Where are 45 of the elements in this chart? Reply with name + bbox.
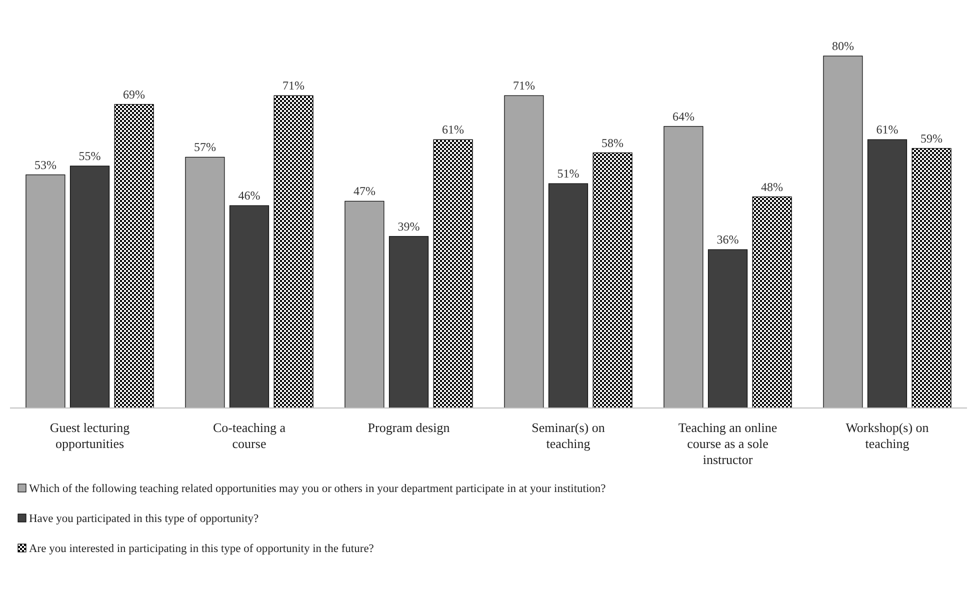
- data-label: 53%: [34, 158, 56, 172]
- bar: [504, 95, 544, 408]
- bar: [229, 205, 270, 408]
- data-label: 61%: [442, 122, 464, 137]
- bar: [592, 152, 632, 408]
- x-tick-label: Seminar(s) on teaching: [532, 420, 606, 451]
- data-label: 61%: [876, 122, 898, 137]
- bar: [70, 166, 110, 408]
- x-tick-label: Co-teaching a course: [212, 420, 286, 451]
- bar: [344, 200, 384, 408]
- bar: [26, 174, 66, 408]
- legend-label: Have you participated in this type of opportunity?: [29, 513, 259, 525]
- data-label: 80%: [832, 39, 854, 53]
- data-label: 69%: [123, 87, 146, 102]
- bar: [185, 156, 225, 408]
- legend-label: Are you interested in participating in this type of opportunity in the future?: [29, 543, 374, 555]
- bar: [867, 139, 908, 408]
- x-tick-label: Teaching an online course as a sole instructor: [678, 420, 778, 467]
- bar: [912, 148, 952, 408]
- bar: [114, 104, 154, 408]
- data-label: 39%: [398, 219, 420, 234]
- data-label: 64%: [672, 109, 694, 124]
- bar: [664, 126, 704, 408]
- data-label: 55%: [78, 149, 101, 163]
- bar: [708, 249, 748, 408]
- data-label: 58%: [602, 136, 624, 150]
- bar: [823, 56, 863, 408]
- data-label: 51%: [557, 166, 580, 181]
- x-tick-label: Program design: [368, 420, 450, 435]
- data-label: 57%: [194, 140, 216, 154]
- legend-label: Which of the following teaching related opportunities may you or others in your department participate in at your institution?: [29, 483, 606, 495]
- data-label: 59%: [920, 131, 943, 146]
- data-label: 71%: [512, 78, 535, 93]
- bar: [548, 183, 588, 408]
- data-label: 36%: [716, 232, 739, 247]
- bar: [752, 196, 792, 408]
- data-label: 48%: [761, 180, 784, 194]
- data-label: 47%: [353, 184, 376, 198]
- data-label: 71%: [282, 78, 305, 93]
- data-label: 46%: [238, 188, 260, 203]
- bar: [274, 95, 314, 408]
- x-tick-label: Guest lecturing opportunities: [50, 420, 130, 451]
- x-tick-label: Workshop(s) on teaching: [846, 420, 930, 451]
- bar: [388, 236, 429, 408]
- bar: [433, 139, 473, 408]
